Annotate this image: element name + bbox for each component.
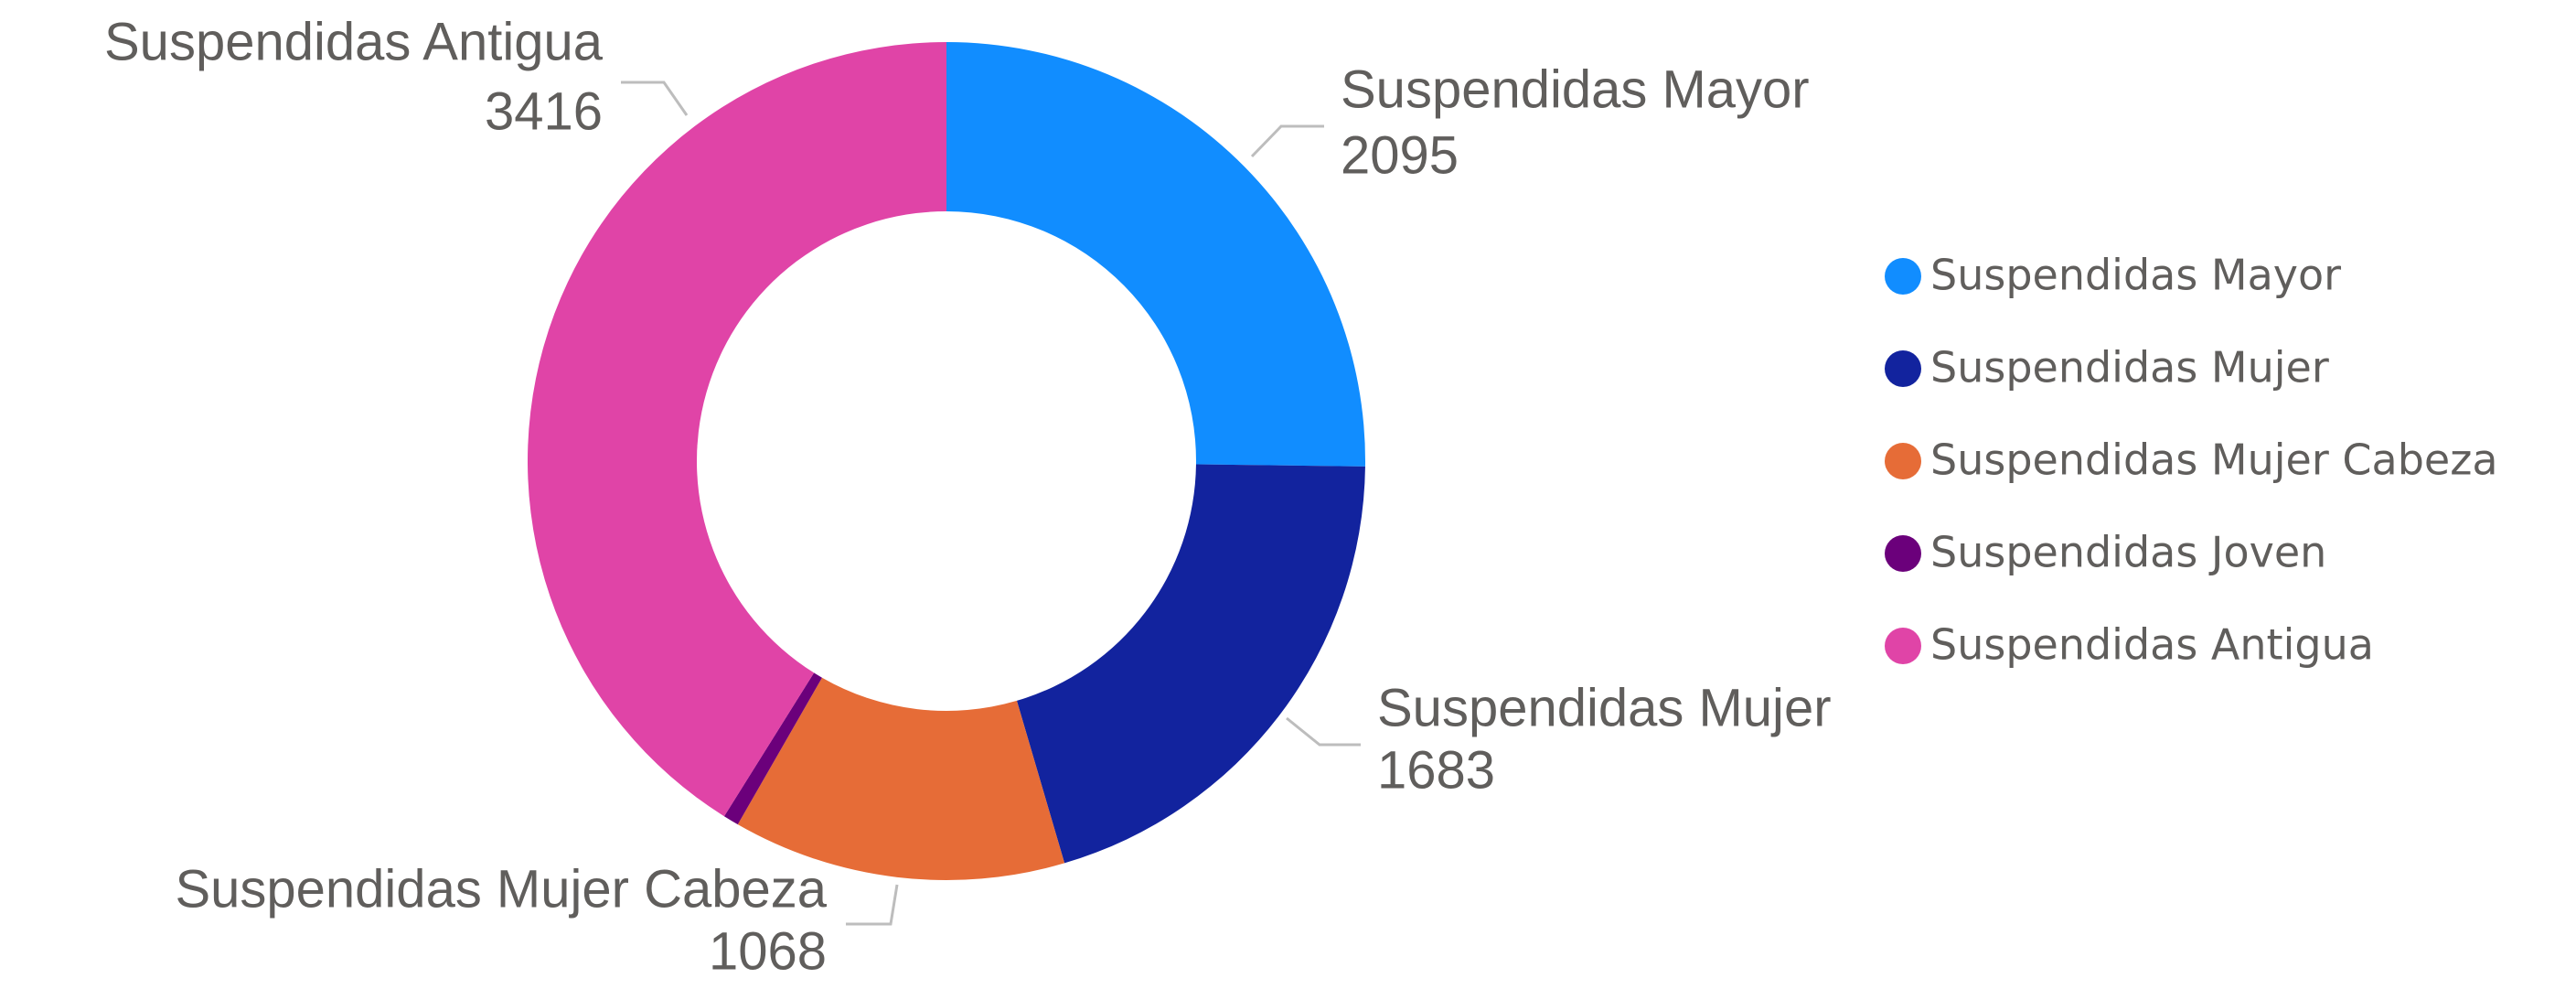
legend-label: Suspendidas Joven — [1930, 528, 2326, 577]
legend-marker — [1885, 535, 1921, 572]
leader-line — [621, 81, 689, 116]
legend-label: Suspendidas Mujer — [1930, 343, 2329, 392]
donut-slice — [528, 41, 946, 817]
data-label-name: Suspendidas Antigua — [104, 12, 604, 71]
legend-marker — [1885, 628, 1921, 664]
leader-lines — [621, 81, 1361, 926]
data-label-value: 2095 — [1341, 125, 1459, 185]
data-label-name: Suspendidas Mujer Cabeza — [175, 859, 827, 919]
legend-marker — [1885, 350, 1921, 387]
data-label-name: Suspendidas Mayor — [1341, 59, 1810, 119]
leader-line — [1250, 124, 1324, 158]
donut-slice — [946, 42, 1365, 467]
legend: Suspendidas Mayor Suspendidas Mujer Suspen… — [1885, 251, 2498, 670]
legend-label: Suspendidas Mujer Cabeza — [1930, 435, 2498, 485]
legend-marker — [1885, 443, 1921, 479]
leader-line — [846, 884, 899, 926]
donut-slice — [737, 677, 1065, 880]
donut — [528, 41, 1365, 880]
data-label-value: 1068 — [709, 921, 827, 981]
leader-line — [1286, 716, 1361, 747]
legend-marker — [1885, 258, 1921, 295]
legend-label: Suspendidas Antigua — [1930, 620, 2374, 670]
donut-slice — [723, 672, 822, 825]
data-label-value: 3416 — [485, 81, 603, 141]
donut-slice — [1016, 464, 1365, 864]
legend-label: Suspendidas Mayor — [1930, 251, 2341, 300]
data-label-name: Suspendidas Mujer — [1377, 678, 1832, 737]
data-label-value: 1683 — [1377, 740, 1495, 800]
